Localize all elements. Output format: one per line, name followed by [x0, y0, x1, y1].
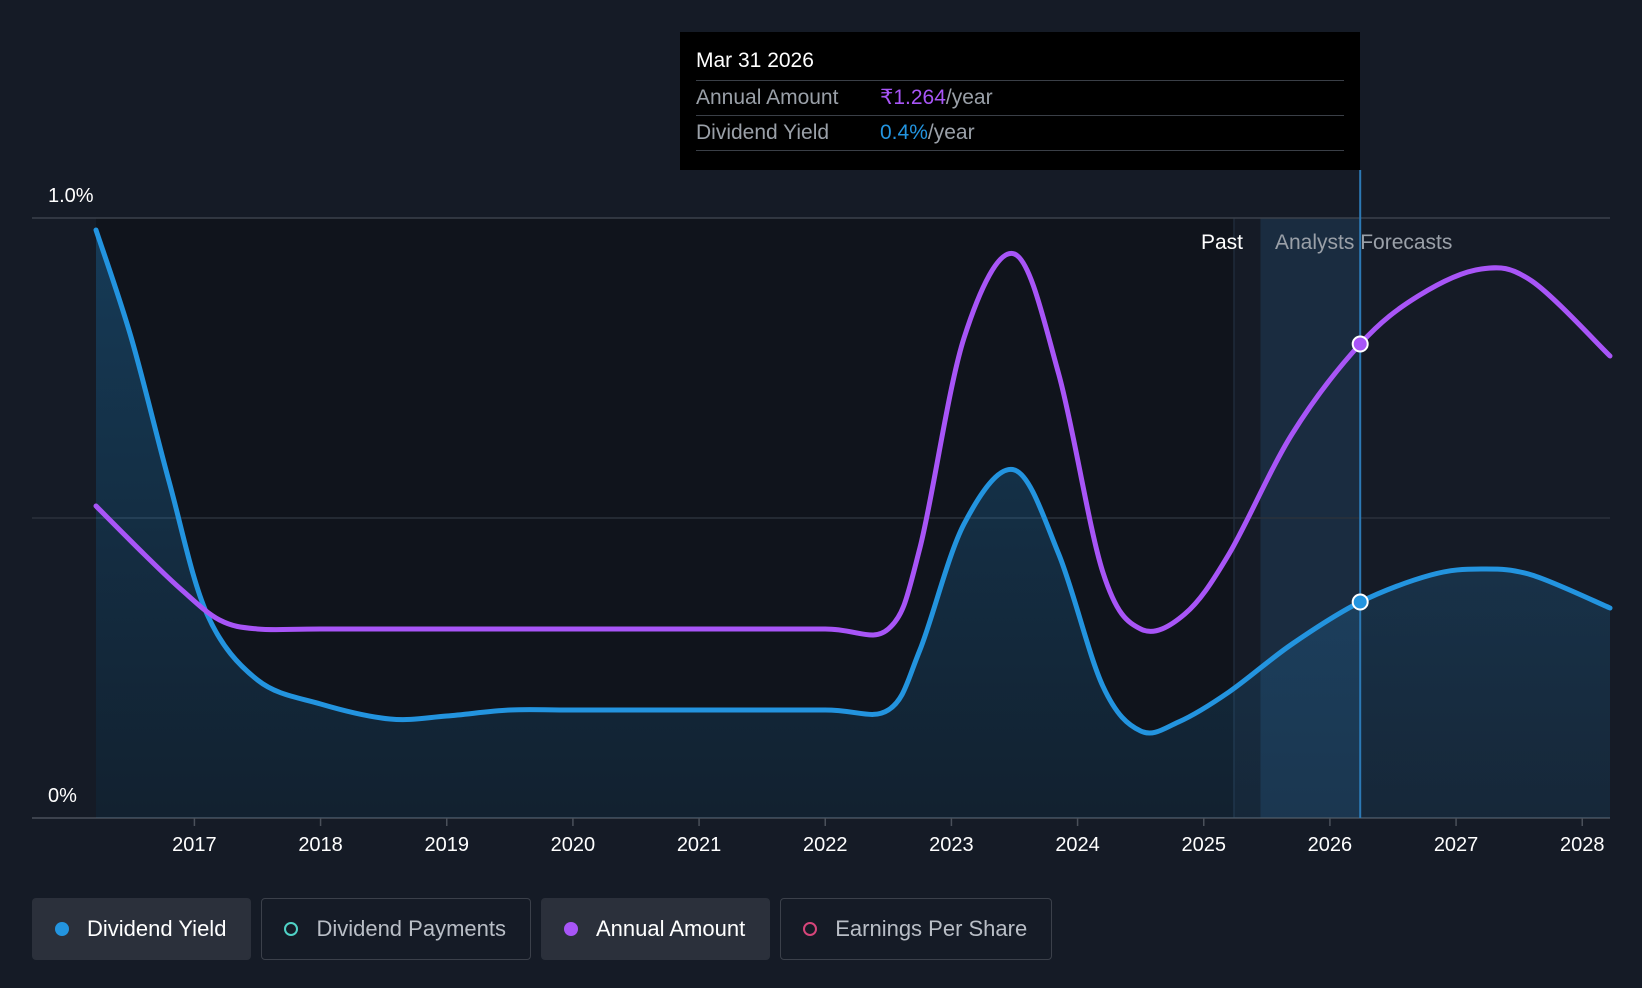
dividend-yield-hover-marker[interactable] [1351, 593, 1369, 611]
legend-earnings-per-share-label: Earnings Per Share [835, 916, 1028, 941]
legend-annual-amount[interactable]: Annual Amount [540, 898, 771, 960]
tooltip-yield-value: 0.4% [880, 121, 928, 144]
x-tick-label: 2020 [551, 834, 596, 856]
legend-dividend-yield[interactable]: Dividend Yield [32, 898, 252, 960]
forecast-label: Analysts Forecasts [1275, 231, 1452, 254]
legend-annual-amount-label: Annual Amount [595, 916, 746, 941]
x-tick-label: 2024 [1055, 834, 1100, 856]
tooltip-yield-row: Dividend Yield 0.4%/year [696, 115, 1344, 151]
dividend-yield-line [93, 227, 1613, 736]
x-tick-label: 2019 [424, 834, 469, 856]
x-tick-label: 2021 [677, 834, 722, 856]
x-tick-label: 2028 [1560, 834, 1605, 856]
annual-amount-line [93, 251, 1613, 638]
legend-dividend-payments-label: Dividend Payments [316, 916, 506, 941]
x-tick-label: 2027 [1434, 834, 1479, 856]
tooltip-annual-value: ₹1.264 [880, 86, 946, 109]
y-label-bottom: 0% [48, 785, 77, 807]
tooltip-annual-unit: /year [945, 86, 993, 109]
x-tick-label: 2023 [929, 834, 974, 856]
x-tick-label: 2018 [298, 834, 343, 856]
tooltip-yield-unit: /year [927, 121, 975, 144]
legend-dividend-yield-label: Dividend Yield [87, 916, 227, 941]
annual-amount-dot-icon [563, 922, 578, 936]
legend-dividend-payments[interactable]: Dividend Payments [261, 898, 531, 960]
y-label-top: 1.0% [48, 185, 94, 207]
x-tick-label: 2026 [1308, 834, 1353, 856]
tooltip-date: Mar 31 2026 [696, 49, 814, 72]
tooltip-yield-label: Dividend Yield [696, 121, 830, 144]
past-label: Past [1201, 231, 1243, 254]
x-axis-ticks: 2017 2018 2019 2020 2021 2022 2023 2024 2025 2026… [172, 818, 1604, 856]
legend-earnings-per-share[interactable]: Earnings Per Share [780, 898, 1053, 960]
annual-amount-hover-marker[interactable] [1351, 335, 1369, 353]
dividend-yield-area [96, 230, 1610, 818]
tooltip-annual-label: Annual Amount [696, 86, 839, 109]
earnings-per-share-ring-icon [803, 922, 818, 936]
tooltip-annual-row: Annual Amount ₹1.264/year [696, 80, 1344, 115]
tooltip-annual-value-wrap: ₹1.264/year [880, 81, 993, 115]
tooltip-yield-value-wrap: 0.4%/year [880, 116, 975, 150]
legend: Dividend Yield Dividend Payments Annual … [32, 898, 1053, 960]
x-tick-label: 2025 [1181, 834, 1226, 856]
x-tick-label: 2017 [172, 834, 217, 856]
dividend-yield-dot-icon [55, 922, 69, 936]
x-tick-label: 2022 [803, 834, 848, 856]
dividend-payments-ring-icon [284, 922, 299, 936]
hover-tooltip: Mar 31 2026 Annual Amount ₹1.264/year Di… [680, 32, 1360, 170]
